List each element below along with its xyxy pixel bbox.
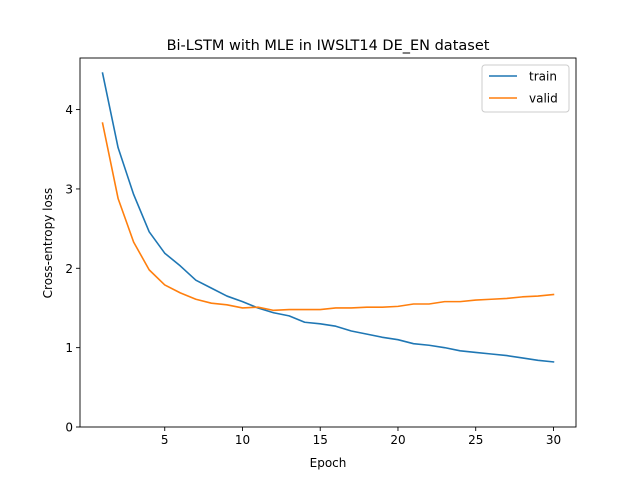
x-tick-label: 15 [313, 433, 328, 447]
y-tick-label: 3 [65, 182, 73, 196]
axes: 5 10 15 20 25 30 0 1 2 3 4 [65, 57, 577, 447]
y-tick-label: 4 [65, 103, 73, 117]
series-line-train [101, 72, 555, 363]
x-tick-label: 30 [546, 433, 561, 447]
legend: train valid [481, 64, 570, 113]
x-tick-label: 20 [390, 433, 405, 447]
plot-area [101, 72, 555, 363]
axes-frame [79, 57, 577, 428]
legend-label-valid: valid [529, 92, 558, 106]
x-tick-label: 10 [235, 433, 250, 447]
chart-title: Bi-LSTM with MLE in IWSLT14 DE_EN datase… [167, 38, 490, 54]
series-line-valid [101, 122, 555, 312]
legend-label-train: train [529, 70, 557, 84]
y-tick-label: 0 [65, 421, 73, 435]
x-tick-label: 5 [161, 433, 169, 447]
y-tick-label: 2 [65, 262, 73, 276]
y-axis-label: Cross-entropy loss [41, 188, 55, 299]
x-tick-label: 25 [468, 433, 483, 447]
y-tick-label: 1 [65, 341, 73, 355]
x-axis-label: Epoch [310, 456, 347, 470]
